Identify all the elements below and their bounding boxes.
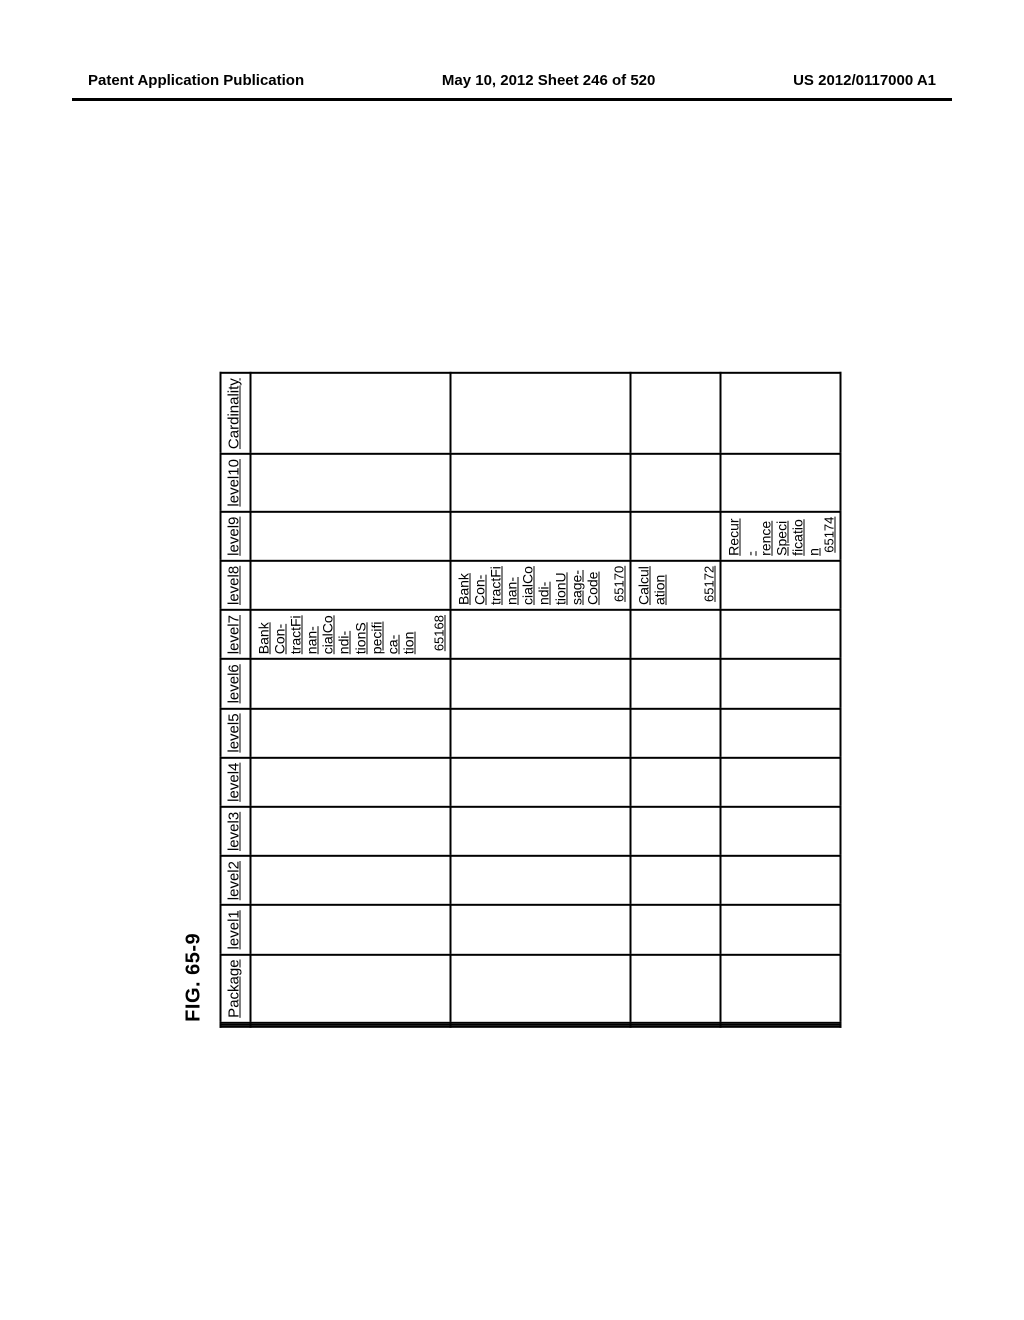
col-level8: level8 (221, 561, 251, 610)
col-level10: level10 (221, 454, 251, 512)
cell-level1 (721, 905, 841, 954)
cell-ref-number: 65174 (822, 517, 837, 553)
cell-level8 (721, 561, 841, 610)
header-rule (72, 98, 952, 101)
cell-level2 (451, 856, 631, 905)
col-package: Package (221, 954, 251, 1022)
cell-text: Calculation (632, 562, 670, 609)
table-row: Recur-renceSpecification 65174 (721, 373, 841, 1027)
table-row: BankCon-tractFinan-cialCondi-tionSpecifi… (251, 373, 451, 1027)
stub-cell (451, 1025, 631, 1027)
cell-package (721, 954, 841, 1022)
stub-cell (631, 1025, 721, 1027)
cell-level3 (721, 807, 841, 856)
cell-level4 (451, 758, 631, 807)
cell-package (451, 954, 631, 1022)
stub-col (221, 1025, 251, 1027)
stub-cell (721, 1023, 841, 1025)
cell-ref-number: 65172 (702, 566, 717, 602)
col-cardinality: Cardinality (221, 373, 251, 454)
col-level5: level5 (221, 708, 251, 757)
cell-text: BankCon-tractFinan-cialCondi-tionSpecifi… (252, 611, 419, 658)
cell-level9 (451, 512, 631, 561)
cell-level10 (631, 454, 721, 512)
cell-level9: Recur-renceSpecification 65174 (721, 512, 841, 561)
cell-package (251, 954, 451, 1022)
cell-level5 (721, 708, 841, 757)
cell-level2 (721, 856, 841, 905)
cell-level10 (721, 454, 841, 512)
cell-level6 (631, 659, 721, 708)
cell-level6 (721, 659, 841, 708)
cell-level4 (631, 758, 721, 807)
cell-level10 (451, 454, 631, 512)
cell-level5 (631, 708, 721, 757)
cell-package (631, 954, 721, 1022)
page-header: Patent Application Publication May 10, 2… (0, 72, 1024, 89)
cell-text: Recur-renceSpecification (722, 513, 825, 560)
stub-cell (251, 1025, 451, 1027)
cell-level5 (251, 708, 451, 757)
cell-cardinality (251, 373, 451, 454)
header-left: Patent Application Publication (88, 72, 304, 89)
cell-level6 (451, 659, 631, 708)
figure-container: FIG. 65-9 Package level1 level2 level3 l… (183, 372, 842, 1028)
figure-label: FIG. 65-9 (183, 372, 206, 1022)
cell-cardinality (451, 373, 631, 454)
stub-cell (251, 1023, 451, 1025)
table-row: Calculation 65172 (631, 373, 721, 1027)
hierarchy-table: Package level1 level2 level3 level4 leve… (220, 372, 842, 1028)
col-level7: level7 (221, 610, 251, 659)
col-level4: level4 (221, 758, 251, 807)
cell-level1 (251, 905, 451, 954)
cell-level6 (251, 659, 451, 708)
cell-ref-number: 65168 (432, 615, 447, 651)
cell-level1 (631, 905, 721, 954)
stub-col (221, 1023, 251, 1025)
patent-page: Patent Application Publication May 10, 2… (0, 0, 1024, 1320)
cell-cardinality (721, 373, 841, 454)
cell-level2 (631, 856, 721, 905)
table-row: BankCon-tractFinan-cialCondi-tionUsage-C… (451, 373, 631, 1027)
cell-level7 (451, 610, 631, 659)
cell-level7: BankCon-tractFinan-cialCondi-tionSpecifi… (251, 610, 451, 659)
table-header-row: Package level1 level2 level3 level4 leve… (221, 373, 251, 1027)
cell-level3 (631, 807, 721, 856)
cell-level4 (721, 758, 841, 807)
cell-level5 (451, 708, 631, 757)
cell-level8 (251, 561, 451, 610)
cell-level9 (631, 512, 721, 561)
cell-cardinality (631, 373, 721, 454)
cell-level3 (251, 807, 451, 856)
stub-cell (721, 1025, 841, 1027)
cell-level3 (451, 807, 631, 856)
stub-cell (631, 1023, 721, 1025)
col-level9: level9 (221, 512, 251, 561)
cell-level1 (451, 905, 631, 954)
header-center: May 10, 2012 Sheet 246 of 520 (442, 72, 655, 89)
col-level1: level1 (221, 905, 251, 954)
cell-level8: BankCon-tractFinan-cialCondi-tionUsage-C… (451, 561, 631, 610)
cell-level8: Calculation 65172 (631, 561, 721, 610)
cell-level2 (251, 856, 451, 905)
cell-ref-number: 65170 (612, 566, 627, 602)
cell-level10 (251, 454, 451, 512)
header-right: US 2012/0117000 A1 (793, 72, 936, 89)
cell-level4 (251, 758, 451, 807)
cell-text: BankCon-tractFinan-cialCondi-tionUsage-C… (452, 562, 603, 609)
col-level2: level2 (221, 856, 251, 905)
table-body: BankCon-tractFinan-cialCondi-tionSpecifi… (251, 373, 841, 1027)
cell-level9 (251, 512, 451, 561)
cell-level7 (631, 610, 721, 659)
col-level3: level3 (221, 807, 251, 856)
cell-level7 (721, 610, 841, 659)
stub-cell (451, 1023, 631, 1025)
col-level6: level6 (221, 659, 251, 708)
